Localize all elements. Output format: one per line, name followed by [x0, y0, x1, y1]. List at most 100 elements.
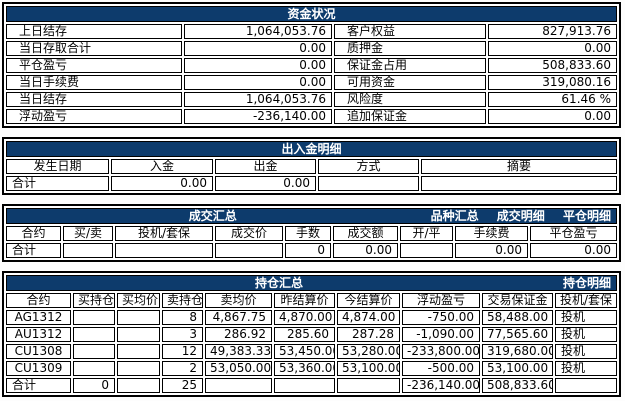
value-cell: 4,874.00	[337, 310, 400, 325]
table-row: AU1312 3 286.92 285.60 287.28 -1,090.00 …	[6, 327, 617, 342]
value-cell: 0.00	[530, 243, 617, 258]
label-cell: 追加保证金	[334, 109, 486, 124]
value-cell	[115, 243, 213, 258]
trade-summary-header-bar: 成交汇总 品种汇总 成交明细 平仓明细	[6, 208, 617, 224]
col-header-fee: 手续费	[455, 226, 528, 241]
column-header-row: 合约 买/卖 投机/套保 成交价 手数 成交额 开/平 手续费 平仓盈亏	[6, 226, 617, 241]
col-header-memo: 摘要	[421, 159, 617, 174]
value-cell: 508,833.60	[482, 378, 553, 393]
col-header-amount: 成交额	[333, 226, 398, 241]
value-cell: 0.00	[184, 75, 332, 90]
value-cell	[73, 310, 115, 325]
table-row: 当日手续费 0.00 可用资金 319,080.16	[6, 75, 617, 90]
value-cell: 77,565.60	[482, 327, 553, 342]
value-cell: 0.00	[455, 243, 528, 258]
fund-status-title: 资金状况	[287, 6, 336, 21]
value-cell	[63, 243, 113, 258]
value-cell	[73, 327, 115, 342]
label-cell: 上日结存	[6, 24, 182, 39]
label-cell: 浮动盈亏	[6, 109, 182, 124]
col-header-long-pos: 买持仓	[73, 293, 115, 308]
col-header-float-pl: 浮动盈亏	[402, 293, 480, 308]
column-header-row: 合约 买持仓 买均价 卖持仓 卖均价 昨结算价 今结算价 浮动盈亏 交易保证金 …	[6, 293, 617, 308]
total-label-cell: 合计	[6, 243, 61, 258]
fund-status-header-bar: 资金状况	[6, 6, 617, 22]
fund-status-table: 资金状况 上日结存 1,064,053.76 客户权益 827,913.76 当…	[2, 2, 621, 128]
label-cell: 当日手续费	[6, 75, 182, 90]
label-cell: 保证金占用	[334, 58, 486, 73]
position-summary-title: 持仓汇总	[254, 275, 303, 290]
value-cell: 25	[162, 378, 203, 393]
value-cell: 53,450.00	[274, 344, 335, 359]
section-header-row: 资金状况	[6, 6, 617, 22]
trade-summary-links: 品种汇总 成交明细 平仓明细	[417, 208, 614, 223]
label-cell: 平仓盈亏	[6, 58, 182, 73]
spec-hedge-cell	[555, 378, 617, 393]
contract-cell: AG1312	[6, 310, 71, 325]
trade-summary-title: 成交汇总	[188, 208, 237, 223]
value-cell	[274, 378, 335, 393]
value-cell: 319,680.00	[482, 344, 553, 359]
value-cell: 3	[162, 327, 203, 342]
value-cell: 49,383.33	[205, 344, 272, 359]
value-cell: 1,064,053.76	[184, 92, 332, 107]
trade-summary-table: 成交汇总 品种汇总 成交明细 平仓明细 合约 买/卖 投机/套保 成交价 手数 …	[2, 204, 621, 262]
value-cell: -500.00	[402, 361, 480, 376]
col-header-long-avg: 买均价	[117, 293, 160, 308]
link-position-detail[interactable]: 持仓明细	[562, 275, 611, 290]
link-trade-detail[interactable]: 成交明细	[496, 208, 545, 223]
value-cell: 53,360.00	[274, 361, 335, 376]
table-row: CU1309 2 53,050.00 53,360.00 53,100.00 -…	[6, 361, 617, 376]
col-header-openclose: 开/平	[400, 226, 453, 241]
value-cell: 53,280.00	[337, 344, 400, 359]
value-cell: 4,867.75	[205, 310, 272, 325]
value-cell: 53,100.00	[337, 361, 400, 376]
value-cell: -1,090.00	[402, 327, 480, 342]
contract-cell: CU1308	[6, 344, 71, 359]
col-header-deposit: 入金	[111, 159, 213, 174]
value-cell: 0	[73, 378, 115, 393]
value-cell: 0.00	[488, 109, 617, 124]
section-header-row: 持仓汇总 持仓明细	[6, 275, 617, 291]
value-cell: 0	[285, 243, 331, 258]
spec-hedge-cell: 投机	[555, 361, 617, 376]
value-cell: -236,140.00	[184, 109, 332, 124]
value-cell	[400, 243, 453, 258]
col-header-prev-settle: 昨结算价	[274, 293, 335, 308]
value-cell	[117, 310, 160, 325]
position-summary-links: 持仓明细	[549, 275, 614, 290]
value-cell	[337, 378, 400, 393]
contract-cell: CU1309	[6, 361, 71, 376]
column-header-row: 发生日期 入金 出金 方式 摘要	[6, 159, 617, 174]
label-cell: 风险度	[334, 92, 486, 107]
value-cell: 286.92	[205, 327, 272, 342]
value-cell: 0.00	[488, 41, 617, 56]
table-row: AG1312 8 4,867.75 4,870.00 4,874.00 -750…	[6, 310, 617, 325]
table-row: 上日结存 1,064,053.76 客户权益 827,913.76	[6, 24, 617, 39]
link-variety-summary[interactable]: 品种汇总	[430, 208, 479, 223]
value-cell	[421, 176, 617, 191]
col-header-contract: 合约	[6, 293, 71, 308]
value-cell: 287.28	[337, 327, 400, 342]
col-header-method: 方式	[318, 159, 419, 174]
value-cell: 1,064,053.76	[184, 24, 332, 39]
col-header-short-avg: 卖均价	[205, 293, 272, 308]
value-cell: 4,870.00	[274, 310, 335, 325]
col-header-withdraw: 出金	[215, 159, 316, 174]
cash-flow-title: 出入金明细	[281, 141, 342, 156]
table-row-total: 合计 0 0.00 0.00 0.00	[6, 243, 617, 258]
value-cell: 0.00	[333, 243, 398, 258]
label-cell: 客户权益	[334, 24, 486, 39]
link-close-detail[interactable]: 平仓明细	[562, 208, 611, 223]
value-cell	[117, 361, 160, 376]
value-cell: 508,833.60	[488, 58, 617, 73]
table-row-total: 合计 0 25 -236,140.00 508,833.60	[6, 378, 617, 393]
col-header-short-pos: 卖持仓	[162, 293, 203, 308]
value-cell: 0.00	[184, 58, 332, 73]
value-cell	[205, 378, 272, 393]
table-row: 平仓盈亏 0.00 保证金占用 508,833.60	[6, 58, 617, 73]
total-label-cell: 合计	[6, 378, 71, 393]
table-row: CU1308 12 49,383.33 53,450.00 53,280.00 …	[6, 344, 617, 359]
value-cell: 53,100.00	[482, 361, 553, 376]
value-cell: 58,488.00	[482, 310, 553, 325]
